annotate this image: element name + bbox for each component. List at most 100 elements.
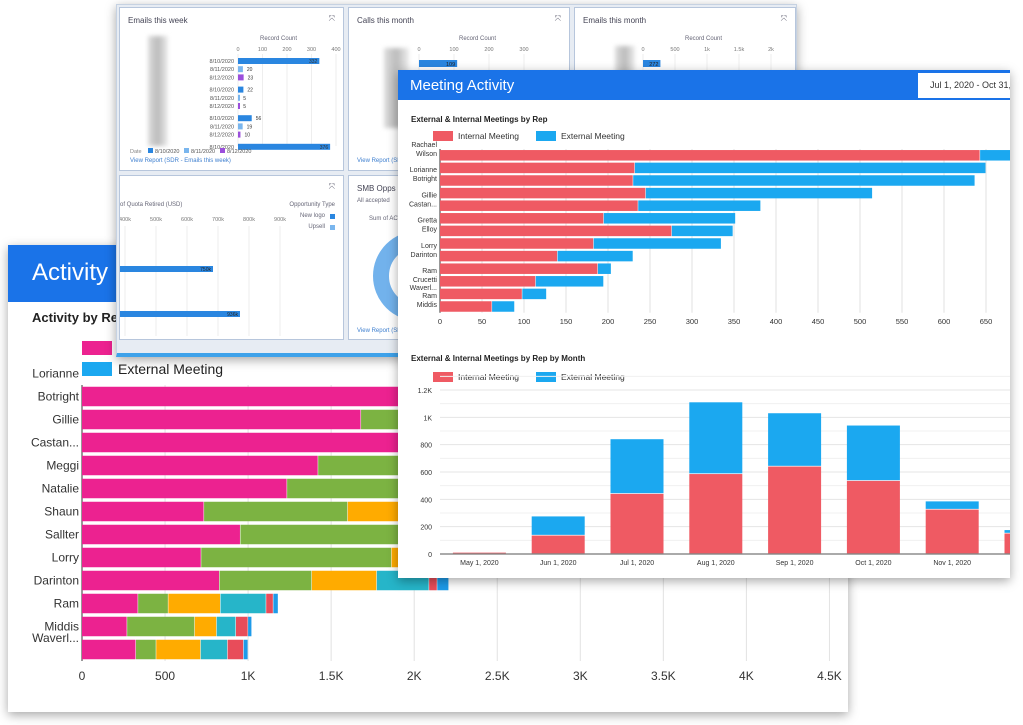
- legend-label-external: External Meeting: [118, 361, 224, 377]
- bar-value: 5: [243, 104, 246, 110]
- legend-label: 8/11/2020: [191, 149, 215, 155]
- legend-upsell: Upsell: [308, 224, 325, 230]
- x-tick-label: Jun 1, 2020: [540, 560, 577, 567]
- x-tick-label: 500: [155, 669, 175, 683]
- x-tick-label: 0: [438, 317, 442, 326]
- bar-segment: [846, 480, 900, 554]
- bar-value: 376: [320, 145, 329, 151]
- y-tick-label: 800: [420, 443, 432, 450]
- meeting-header: Meeting Activity Jul 1, 2020 - Oct 31, 2: [398, 70, 1010, 100]
- category-label: Gretta: [418, 218, 438, 225]
- bar-segment: [82, 570, 220, 591]
- card-title: Calls this month: [357, 16, 414, 25]
- expand-icon[interactable]: ⤧: [328, 14, 335, 23]
- row-label: 8/10/2020: [210, 116, 234, 122]
- expand-icon[interactable]: ⤧: [554, 14, 561, 23]
- activity-title: Activity: [32, 259, 109, 286]
- bar-value: 20: [247, 67, 253, 73]
- category-label: Middis: [44, 620, 79, 634]
- bar-value: 19: [247, 124, 253, 130]
- card-emails-week: Emails this week ⤧ Record Count 0 100 200 3…: [119, 7, 344, 171]
- legend-swatch: [184, 148, 189, 153]
- tick-label: 0: [236, 47, 239, 53]
- legend-swatch: [330, 214, 335, 219]
- expand-icon[interactable]: ⤧: [780, 14, 787, 23]
- category-label: Botright: [413, 176, 437, 183]
- category-label: Crucetti: [413, 277, 438, 284]
- x-tick-label: 4K: [739, 669, 754, 683]
- row-label: 8/11/2020: [210, 124, 234, 130]
- view-report-link[interactable]: View Report (SD: [357, 158, 402, 164]
- bar-segment: [216, 616, 236, 637]
- bar-segment: [634, 162, 986, 174]
- activity-chart-title: Activity by Rep: [32, 310, 126, 325]
- category-label: Botright: [38, 390, 80, 404]
- view-report-link[interactable]: View Report (SD: [357, 328, 402, 334]
- tick-label: 100: [449, 47, 458, 53]
- bar-segment: [248, 616, 252, 637]
- bar-segment: [168, 593, 221, 614]
- legend-external: External Meeting: [560, 372, 625, 382]
- y-tick-label: 1K: [423, 415, 432, 422]
- bar-segment: [82, 409, 361, 430]
- expand-icon[interactable]: ⤧: [328, 182, 335, 191]
- view-report-link[interactable]: View Report (SDR - Emails this week): [130, 158, 231, 164]
- tick-label: 100: [258, 47, 267, 53]
- legend-label: 8/12/2020: [227, 149, 251, 155]
- x-tick-label: Jul 1, 2020: [620, 560, 654, 567]
- x-tick-label: 1K: [241, 669, 256, 683]
- x-tick-label: Aug 1, 2020: [697, 560, 735, 567]
- category-label: Ram: [54, 597, 79, 611]
- bar-segment: [82, 593, 138, 614]
- meeting-activity-panel: Meeting Activity Jul 1, 2020 - Oct 31, 2…: [398, 70, 1010, 578]
- bar: [238, 94, 240, 101]
- category-label: Castan...: [409, 201, 437, 208]
- bar-segment: [440, 225, 672, 237]
- bar: [238, 131, 241, 138]
- bar-segment: [82, 524, 240, 545]
- rep-chart-title: External & Internal Meetings by Rep: [411, 115, 548, 124]
- bar-segment: [522, 288, 547, 300]
- bar-segment: [440, 187, 646, 199]
- tick-label: 500: [670, 47, 679, 53]
- legend-swatch-internal: [433, 131, 453, 141]
- bar-segment: [82, 478, 287, 499]
- x-tick-label: 650: [980, 317, 993, 326]
- card-title: Emails this week: [128, 16, 188, 25]
- bar-segment: [452, 552, 506, 554]
- row-label: 8/11/2020: [210, 96, 234, 102]
- bar-segment: [846, 425, 900, 481]
- tick-label: 300: [307, 47, 316, 53]
- row-label: 8/11/2020: [210, 67, 234, 73]
- tick-label: 600k: [181, 217, 193, 223]
- bar-segment: [220, 593, 266, 614]
- tick-label: 900k: [274, 217, 286, 223]
- y-tick-label: 0: [428, 552, 432, 559]
- bar-segment: [440, 162, 635, 174]
- bar-segment: [266, 593, 273, 614]
- bar-segment: [82, 547, 201, 568]
- axis-title: Record Count: [459, 36, 497, 42]
- bar-segment: [440, 213, 604, 224]
- x-tick-label: 300: [686, 317, 699, 326]
- category-label: Elloy: [422, 227, 438, 234]
- rep-chart-legend: Internal Meeting External Meeting: [433, 131, 625, 141]
- y-tick-label: 400: [420, 497, 432, 504]
- card-title: SMB Opps c: [357, 184, 402, 193]
- legend-label: 8/10/2020: [155, 149, 179, 155]
- legend-swatch-external: [535, 372, 556, 382]
- date-range-picker[interactable]: Jul 1, 2020 - Oct 31, 2: [918, 73, 1010, 98]
- bar-segment: [638, 200, 761, 211]
- legend-external: External Meeting: [560, 131, 625, 141]
- meetings-by-rep-chart: 0 50 100 150 200 250 300 350 400 450 500 550 600 650 R…: [409, 142, 1010, 326]
- bar-segment: [440, 250, 558, 262]
- axis-title: of Quota Retired (USD): [120, 202, 183, 208]
- tick-label: 1k: [704, 47, 710, 53]
- x-tick-label: May 1, 2020: [460, 560, 499, 567]
- axis-title: Record Count: [685, 36, 723, 42]
- row-label: 8/12/2020: [210, 133, 234, 139]
- bar-segment: [492, 301, 515, 312]
- y-tick-label: 200: [420, 525, 432, 532]
- bar-value: 56: [256, 116, 262, 122]
- category-label: Gillie: [421, 192, 437, 199]
